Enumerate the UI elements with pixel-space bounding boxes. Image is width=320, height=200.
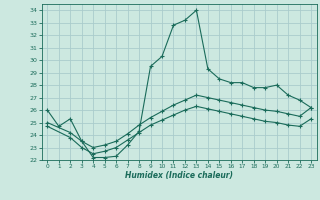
X-axis label: Humidex (Indice chaleur): Humidex (Indice chaleur)	[125, 171, 233, 180]
